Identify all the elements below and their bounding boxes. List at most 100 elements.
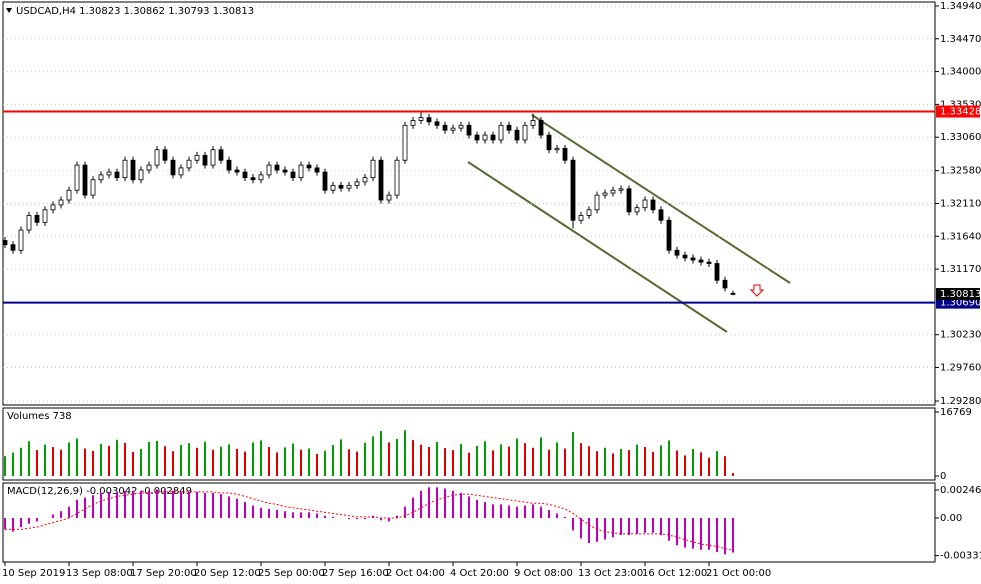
- candle-body: [650, 199, 656, 211]
- candle-body: [666, 219, 672, 251]
- price-level-label: 1.30690: [940, 298, 981, 309]
- channel-lower: [467, 161, 728, 333]
- candle-body: [434, 121, 440, 126]
- candle-body: [138, 169, 144, 181]
- candle-body: [58, 199, 64, 206]
- menu-triangle: [6, 8, 12, 13]
- candle-body: [2, 240, 8, 246]
- candle-body: [42, 209, 48, 223]
- candle-body: [594, 194, 600, 211]
- x-tick-label: 4 Oct 20:00: [450, 568, 509, 579]
- candle-body: [562, 147, 568, 161]
- candle-body: [322, 171, 328, 191]
- candle-body: [634, 207, 640, 213]
- candle-body: [674, 249, 680, 256]
- candle-body: [682, 254, 688, 259]
- candle-body: [10, 244, 16, 251]
- candle-body: [474, 134, 480, 141]
- candle-body: [258, 174, 264, 181]
- y-tick-label: 1.29280: [940, 396, 981, 407]
- candle-body: [642, 199, 648, 209]
- macd-title: MACD(12,26,9) -0.003042 -0.002849: [7, 486, 192, 497]
- candle-body: [626, 188, 632, 213]
- signal-line: [5, 491, 734, 551]
- candle-body: [18, 229, 24, 251]
- candle-body: [570, 159, 576, 221]
- candle-body: [362, 177, 368, 183]
- candle-body: [314, 167, 320, 173]
- candle-body: [290, 171, 296, 179]
- candle-body: [410, 120, 416, 126]
- y-tick-label: 0.00: [940, 513, 962, 524]
- price-level-box: [936, 105, 980, 118]
- candle-body: [730, 292, 736, 295]
- y-tick-label: 1.32580: [940, 166, 981, 177]
- candle-body: [98, 174, 104, 181]
- channel-upper: [531, 114, 791, 284]
- y-tick-label: 0.002466: [940, 485, 981, 496]
- candle-body: [330, 184, 336, 191]
- candle-body: [26, 214, 32, 231]
- x-tick-label: 21 Oct 00:00: [706, 568, 771, 579]
- candle-body: [578, 214, 584, 221]
- y-tick-label: -0.003315: [940, 551, 981, 562]
- candle-body: [66, 189, 72, 201]
- candle-body: [538, 120, 544, 136]
- candle-body: [722, 279, 728, 289]
- candle-body: [586, 209, 592, 216]
- price-level-label: 1.33428: [940, 107, 981, 118]
- candle-body: [522, 124, 528, 141]
- candle-body: [530, 120, 536, 126]
- candle-body: [386, 194, 392, 201]
- candle-body: [130, 159, 136, 181]
- candle-body: [210, 149, 216, 166]
- candle-body: [354, 181, 360, 186]
- candle-body: [546, 134, 552, 151]
- candle-body: [306, 164, 312, 169]
- candle-body: [698, 259, 704, 263]
- candle-body: [482, 134, 488, 141]
- candle-body: [242, 171, 248, 179]
- y-tick-label: 1.30230: [940, 330, 981, 341]
- y-tick-label: 1.34470: [940, 34, 981, 45]
- y-tick-label: 1.33060: [940, 132, 981, 143]
- x-tick-label: 2 Oct 04:00: [386, 568, 445, 579]
- candle-body: [618, 188, 624, 191]
- x-tick-label: 20 Sep 12:00: [194, 568, 261, 579]
- x-tick-label: 17 Sep 20:00: [130, 568, 197, 579]
- candle-body: [34, 214, 40, 223]
- candle-body: [114, 171, 120, 179]
- candle-body: [186, 159, 192, 169]
- candle-body: [266, 164, 272, 176]
- candle-body: [202, 154, 208, 166]
- candle-body: [426, 117, 432, 123]
- x-tick-label: 10 Sep 2019: [2, 568, 65, 579]
- price-title: USDCAD,H4 1.30823 1.30862 1.30793 1.3081…: [16, 6, 254, 17]
- candle-body: [442, 124, 448, 131]
- candle-body: [194, 154, 200, 161]
- y-tick-label: 1.31640: [940, 231, 981, 242]
- candle-body: [458, 124, 464, 129]
- x-tick-label: 13 Sep 08:00: [66, 568, 133, 579]
- candle-body: [90, 179, 96, 196]
- candle-body: [370, 159, 376, 179]
- candle-body: [418, 117, 424, 121]
- candle-body: [378, 159, 384, 201]
- candle-body: [706, 261, 712, 264]
- candle-body: [714, 263, 720, 281]
- candle-body: [274, 164, 280, 171]
- volume-pane: [2, 407, 936, 481]
- x-tick-label: 16 Oct 12:00: [642, 568, 707, 579]
- candle-body: [490, 134, 496, 141]
- candle-body: [402, 124, 408, 161]
- candle-body: [154, 149, 160, 166]
- candle-body: [50, 204, 56, 211]
- last-price-label: 1.30813: [940, 289, 981, 300]
- x-tick-label: 25 Sep 00:00: [258, 568, 325, 579]
- candle-body: [554, 147, 560, 151]
- x-tick-label: 13 Oct 23:00: [578, 568, 643, 579]
- y-tick-label: 1.31170: [940, 264, 981, 275]
- candle-body: [170, 159, 176, 176]
